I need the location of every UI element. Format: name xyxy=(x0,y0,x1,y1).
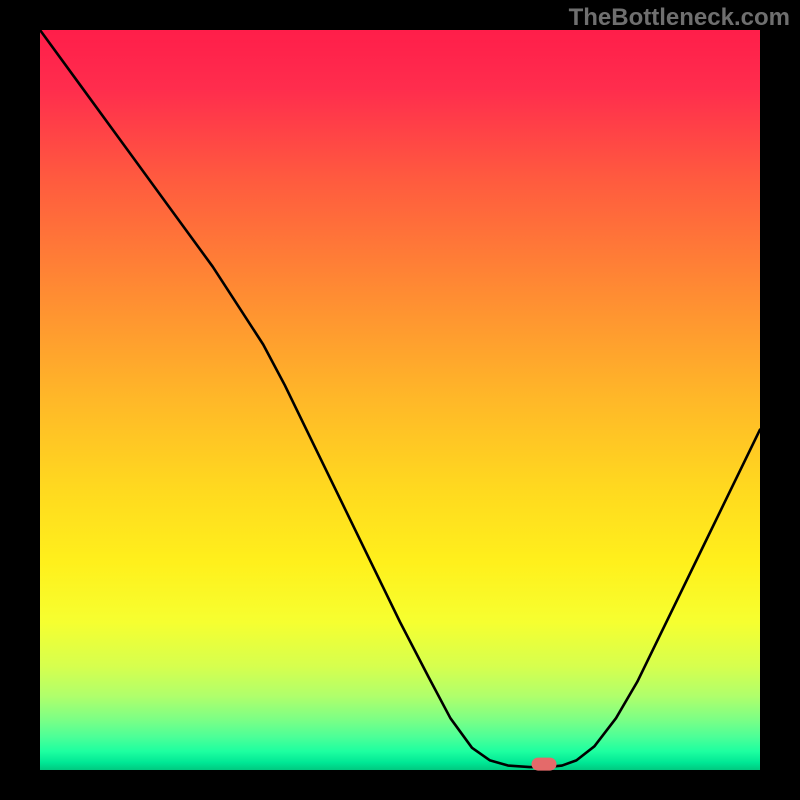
chart-root: TheBottleneck.com xyxy=(0,0,800,800)
optimal-marker xyxy=(532,758,556,770)
watermark-text: TheBottleneck.com xyxy=(569,4,790,32)
plot-area xyxy=(40,30,760,770)
bottleneck-curve xyxy=(40,30,760,767)
curve-layer xyxy=(40,30,760,770)
